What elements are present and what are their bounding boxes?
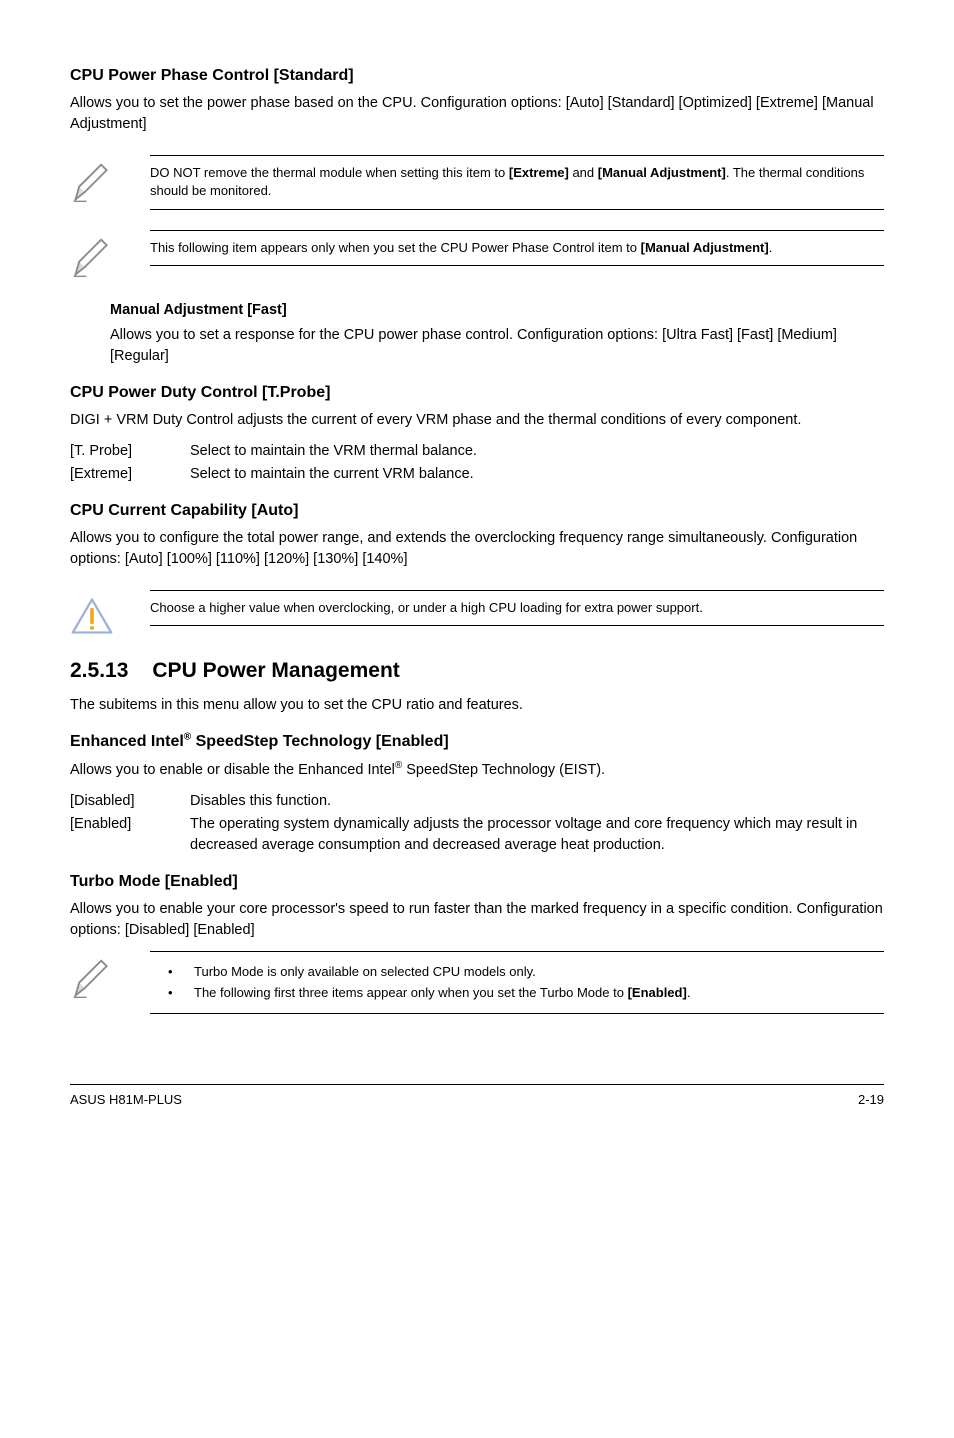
text-segment: SpeedStep Technology [Enabled] [191, 733, 449, 750]
heading-enhanced-intel-speedstep: Enhanced Intel® SpeedStep Technology [En… [70, 730, 884, 753]
note-text-segment: This following item appears only when yo… [150, 240, 641, 255]
note-text: Turbo Mode is only available on selected… [150, 951, 884, 1014]
heading-number: 2.5.13 [70, 656, 128, 686]
note-text: Choose a higher value when overclocking,… [150, 590, 884, 626]
body-cpu-power-management: The subitems in this menu allow you to s… [70, 695, 884, 716]
option-row: [Extreme] Select to maintain the current… [70, 464, 884, 485]
note-text: DO NOT remove the thermal module when se… [150, 155, 884, 209]
text-segment: . [687, 985, 691, 1000]
option-term: [T. Probe] [70, 441, 190, 462]
option-term: [Enabled] [70, 814, 190, 856]
option-desc: Select to maintain the VRM thermal balan… [190, 441, 884, 462]
heading-cpu-power-management: 2.5.13 CPU Power Management [70, 656, 884, 686]
heading-turbo-mode: Turbo Mode [Enabled] [70, 870, 884, 893]
note-turbo-mode: Turbo Mode is only available on selected… [70, 951, 884, 1014]
text-segment: SpeedStep Technology (EIST). [402, 762, 605, 778]
footer-product: ASUS H81M-PLUS [70, 1091, 182, 1110]
pen-icon [70, 230, 150, 280]
note-bold: [Extreme] [509, 165, 569, 180]
note-text: This following item appears only when yo… [150, 230, 884, 266]
note-higher-value: Choose a higher value when overclocking,… [70, 590, 884, 636]
option-desc: The operating system dynamically adjusts… [190, 814, 884, 856]
heading-cpu-power-phase: CPU Power Phase Control [Standard] [70, 64, 884, 87]
heading-manual-adjustment: Manual Adjustment [Fast] [110, 300, 884, 321]
footer-page-number: 2-19 [858, 1091, 884, 1110]
note-manual-adjustment-condition: This following item appears only when yo… [70, 230, 884, 280]
note-bold: [Manual Adjustment] [641, 240, 769, 255]
option-term: [Disabled] [70, 791, 190, 812]
note-bold: [Manual Adjustment] [598, 165, 726, 180]
body-enhanced-intel-speedstep: Allows you to enable or disable the Enha… [70, 759, 884, 781]
list-item: Turbo Mode is only available on selected… [168, 963, 884, 981]
note-text-segment: and [569, 165, 598, 180]
option-desc: Disables this function. [190, 791, 884, 812]
warning-icon [70, 590, 150, 636]
note-text-segment: DO NOT remove the thermal module when se… [150, 165, 509, 180]
note-bold: [Enabled] [628, 985, 687, 1000]
body-cpu-power-phase: Allows you to set the power phase based … [70, 93, 884, 135]
pen-icon [70, 951, 150, 1001]
text-segment: Enhanced Intel [70, 733, 184, 750]
heading-title: CPU Power Management [152, 659, 399, 682]
body-cpu-current-capability: Allows you to configure the total power … [70, 528, 884, 570]
text-segment: Allows you to enable or disable the Enha… [70, 762, 395, 778]
body-manual-adjustment: Allows you to set a response for the CPU… [110, 325, 884, 367]
body-cpu-power-duty: DIGI + VRM Duty Control adjusts the curr… [70, 410, 884, 431]
option-row: [Disabled] Disables this function. [70, 791, 884, 812]
note-text-segment: . [769, 240, 773, 255]
heading-cpu-current-capability: CPU Current Capability [Auto] [70, 499, 884, 522]
text-segment: The following first three items appear o… [194, 985, 628, 1000]
page-footer: ASUS H81M-PLUS 2-19 [70, 1084, 884, 1110]
note-thermal-module: DO NOT remove the thermal module when se… [70, 155, 884, 209]
manual-adjustment-block: Manual Adjustment [Fast] Allows you to s… [70, 300, 884, 367]
list-item: The following first three items appear o… [168, 984, 884, 1002]
option-term: [Extreme] [70, 464, 190, 485]
pen-icon [70, 155, 150, 205]
body-turbo-mode: Allows you to enable your core processor… [70, 899, 884, 941]
option-row: [Enabled] The operating system dynamical… [70, 814, 884, 856]
option-desc: Select to maintain the current VRM balan… [190, 464, 884, 485]
heading-cpu-power-duty: CPU Power Duty Control [T.Probe] [70, 381, 884, 404]
option-row: [T. Probe] Select to maintain the VRM th… [70, 441, 884, 462]
